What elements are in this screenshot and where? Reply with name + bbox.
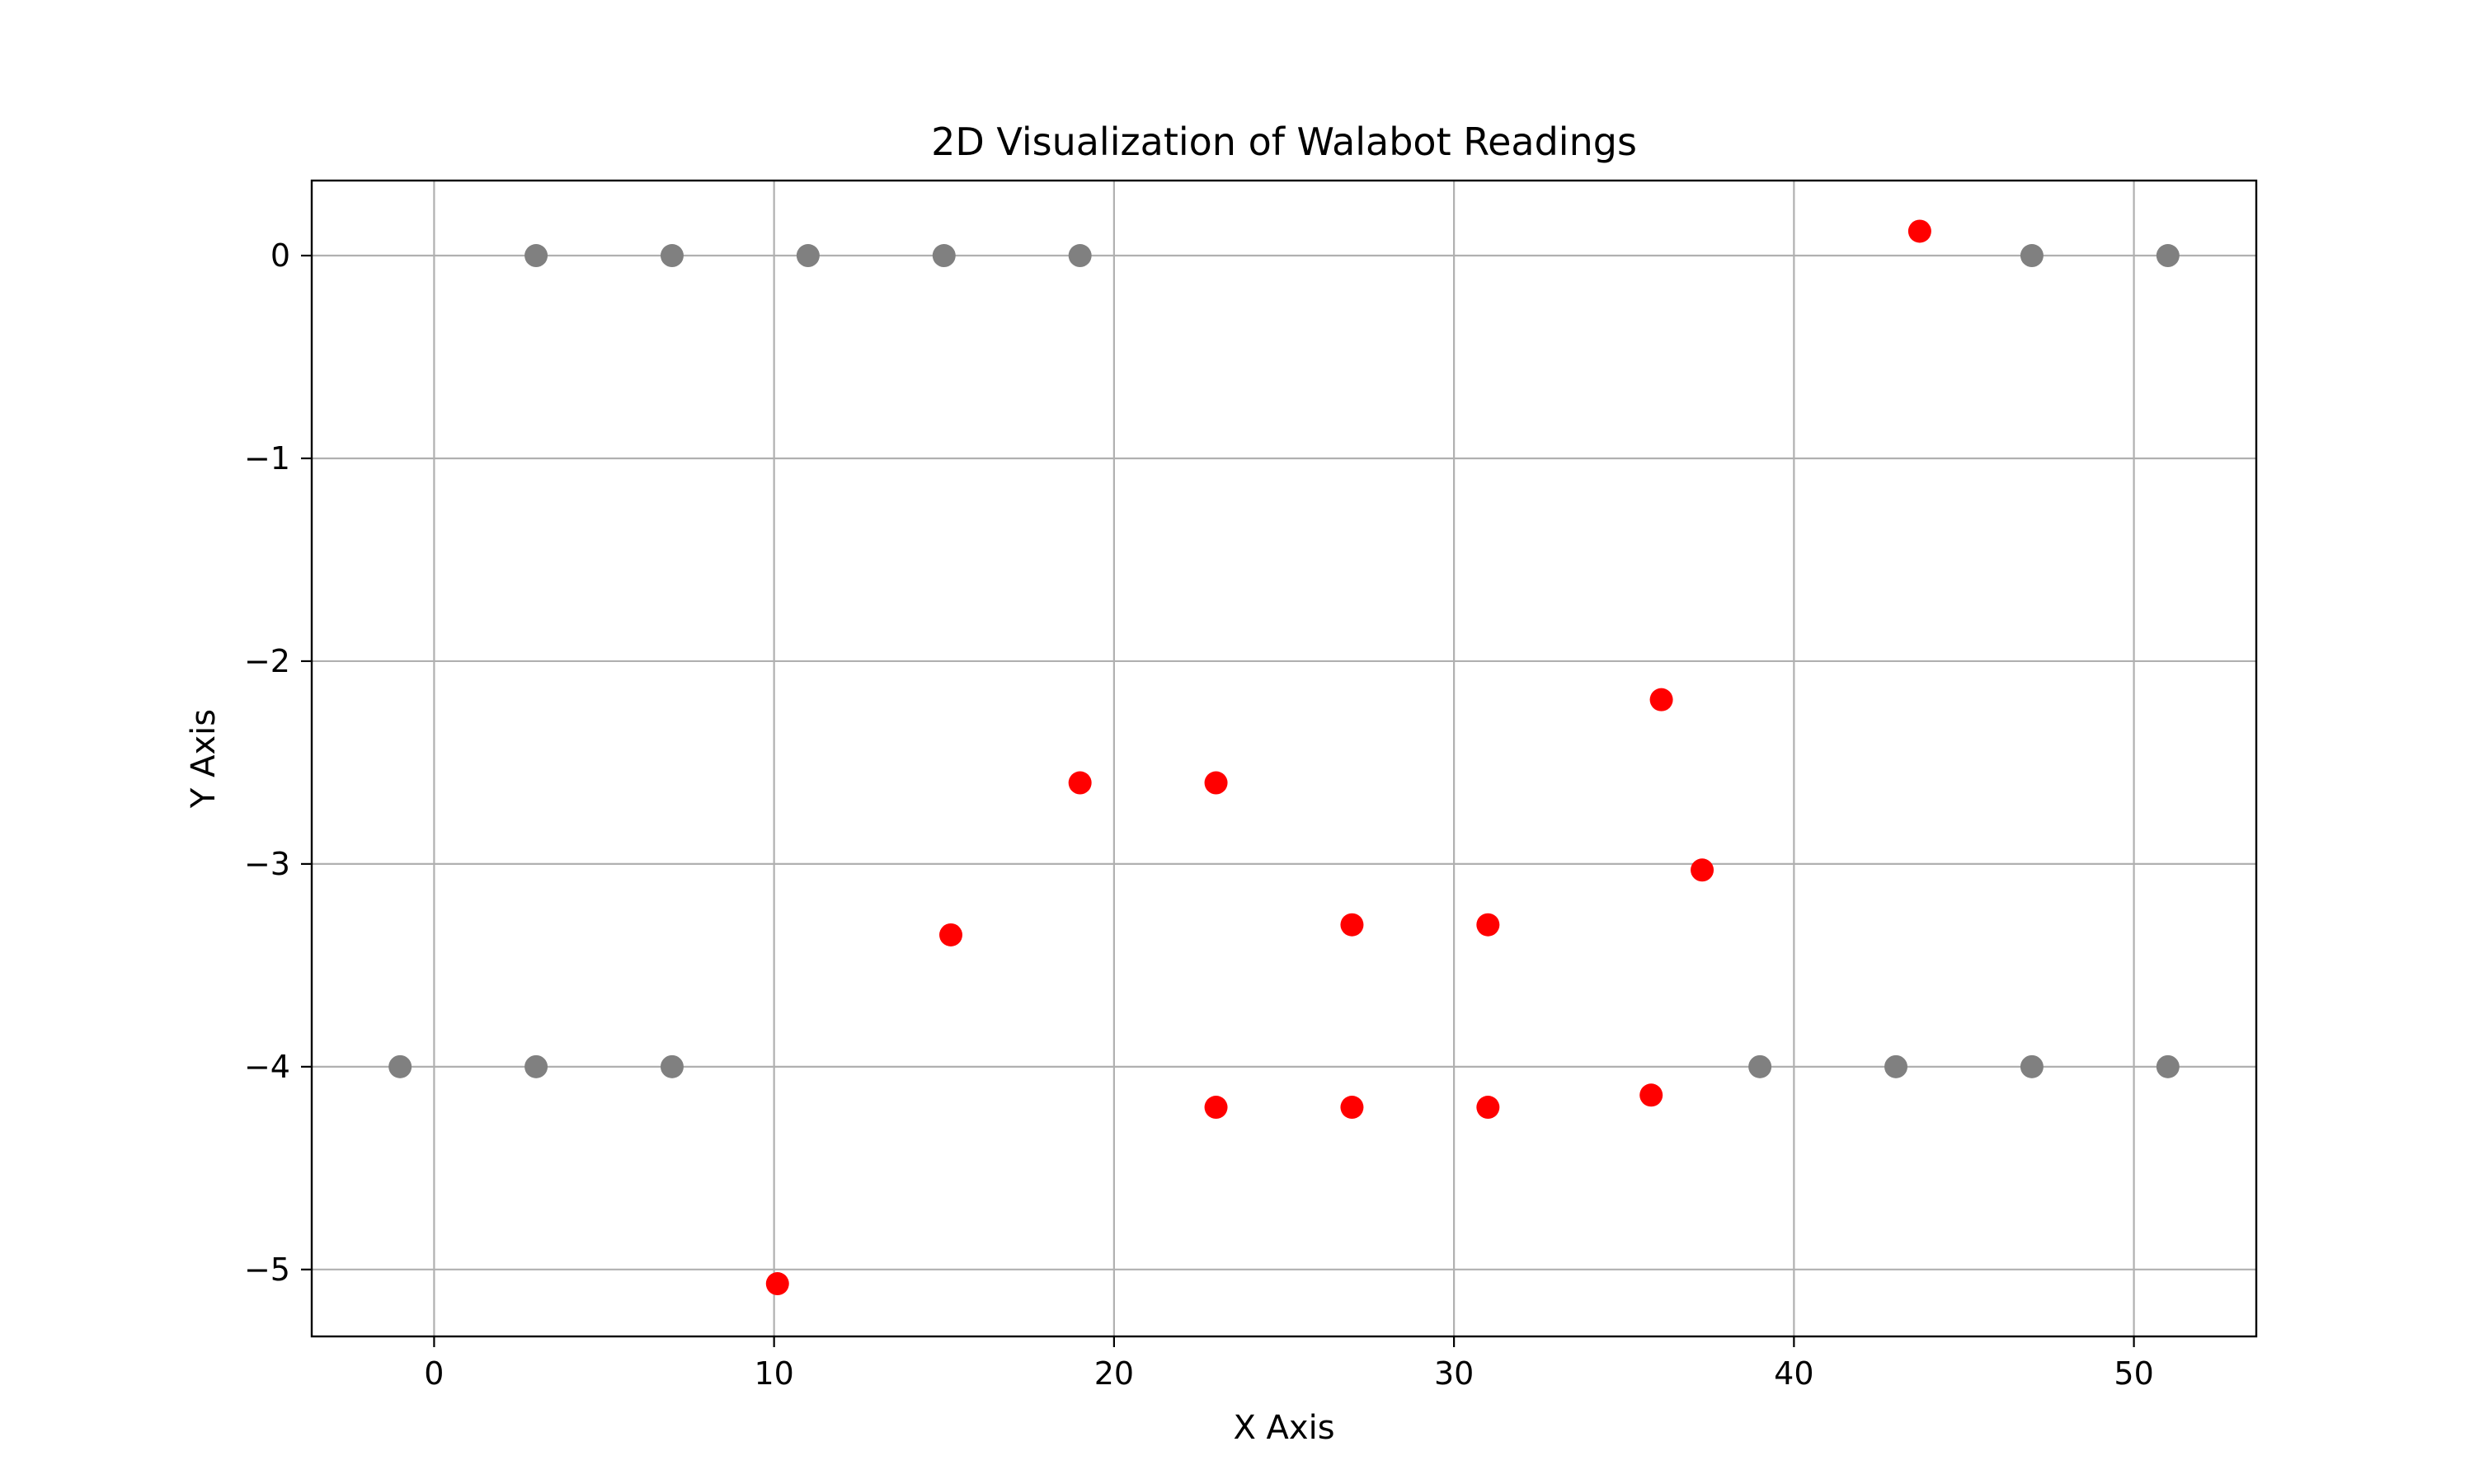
y-tick-label: −3 xyxy=(244,846,290,882)
y-tick-label: −1 xyxy=(244,440,290,477)
data-point xyxy=(2156,244,2180,268)
y-tick-label: −4 xyxy=(244,1049,290,1085)
data-point xyxy=(388,1054,412,1078)
x-tick-label: 10 xyxy=(754,1355,793,1392)
data-point xyxy=(1340,1096,1364,1120)
x-axis-title: X Axis xyxy=(1233,1409,1334,1447)
plot-frame xyxy=(310,179,2258,1338)
y-tick-label: 0 xyxy=(270,237,290,274)
data-point xyxy=(660,244,684,268)
x-tick-label: 40 xyxy=(1774,1355,1813,1392)
data-point xyxy=(1204,771,1228,795)
y-tick-label: −2 xyxy=(244,643,290,679)
chart-title: 2D Visualization of Walabot Readings xyxy=(931,120,1637,164)
data-point xyxy=(1639,1083,1663,1107)
data-point xyxy=(1649,688,1673,711)
data-point xyxy=(932,244,956,268)
ticks-layer: 0 10 20 30 40 50 0 −1 −2 −3 −4 −5 xyxy=(244,237,2154,1392)
y-axis-title: Y Axis xyxy=(185,709,223,809)
data-point xyxy=(765,1272,789,1296)
data-point xyxy=(796,244,820,268)
data-point xyxy=(2156,1054,2180,1078)
data-point xyxy=(660,1054,684,1078)
data-point xyxy=(524,244,548,268)
x-tick-label: 30 xyxy=(1434,1355,1474,1392)
grid-layer xyxy=(312,181,2256,1336)
points-layer xyxy=(388,219,2180,1296)
data-point xyxy=(1068,771,1092,795)
data-point xyxy=(1907,219,1931,243)
data-point xyxy=(2020,244,2044,268)
data-point xyxy=(1476,1096,1500,1120)
y-tick-label: −5 xyxy=(244,1252,290,1288)
data-point xyxy=(2020,1054,2044,1078)
data-point xyxy=(939,923,963,946)
data-point xyxy=(1476,913,1500,937)
data-point xyxy=(1068,244,1092,268)
x-tick-label: 50 xyxy=(2114,1355,2153,1392)
data-point xyxy=(1340,913,1364,937)
data-point xyxy=(1691,858,1714,882)
data-point xyxy=(1748,1054,1772,1078)
data-point xyxy=(1884,1054,1908,1078)
data-point xyxy=(524,1054,548,1078)
x-tick-label: 20 xyxy=(1094,1355,1134,1392)
data-point xyxy=(1204,1096,1228,1120)
x-tick-label: 0 xyxy=(424,1355,444,1392)
